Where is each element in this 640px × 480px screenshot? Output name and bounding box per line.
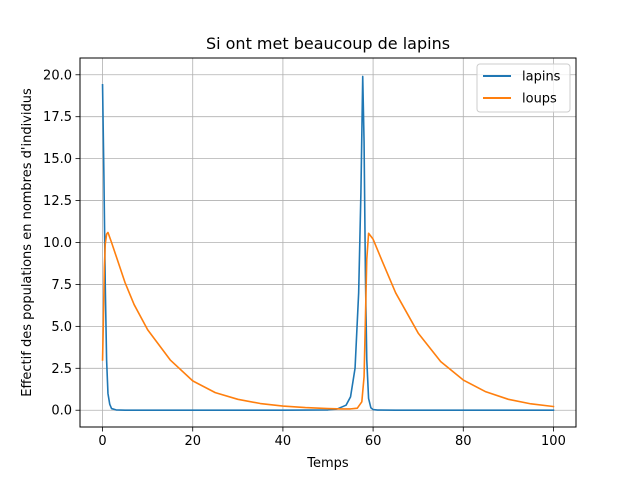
series-line-loups bbox=[101, 231, 555, 410]
chart-title: Si ont met beaucoup de lapins bbox=[206, 34, 450, 53]
y-tick-label: 0.0 bbox=[51, 404, 72, 419]
series-line-lapins bbox=[101, 75, 555, 412]
y-tick-label: 2.5 bbox=[51, 362, 72, 377]
legend-label-lapins: lapins bbox=[522, 70, 561, 85]
x-tick-label: 100 bbox=[541, 434, 566, 449]
x-tick-label: 40 bbox=[275, 434, 292, 449]
x-axis-label: Temps bbox=[306, 456, 349, 471]
x-tick-label: 80 bbox=[455, 434, 472, 449]
y-tick-label: 12.5 bbox=[43, 194, 72, 209]
y-tick-label: 20.0 bbox=[43, 68, 72, 83]
y-tick-label: 15.0 bbox=[43, 152, 72, 167]
legend-label-loups: loups bbox=[522, 92, 557, 107]
y-tick-label: 10.0 bbox=[43, 236, 72, 251]
y-tick-label: 7.5 bbox=[51, 278, 72, 293]
y-axis-label: Effectif des populations en nombres d'in… bbox=[20, 88, 35, 397]
y-tick-label: 17.5 bbox=[43, 110, 72, 125]
x-tick-label: 60 bbox=[365, 434, 382, 449]
grid-lines bbox=[80, 58, 576, 427]
x-tick-label: 20 bbox=[184, 434, 201, 449]
legend: lapins loups bbox=[476, 63, 571, 113]
y-tick-label: 5.0 bbox=[51, 320, 72, 335]
series-layer bbox=[101, 75, 555, 412]
x-tick-label: 0 bbox=[98, 434, 106, 449]
axes: 0 20 40 60 80 100 0.0 2.5 5.0 7.5 10.0 12.5 15.0 17.5… bbox=[43, 68, 566, 449]
